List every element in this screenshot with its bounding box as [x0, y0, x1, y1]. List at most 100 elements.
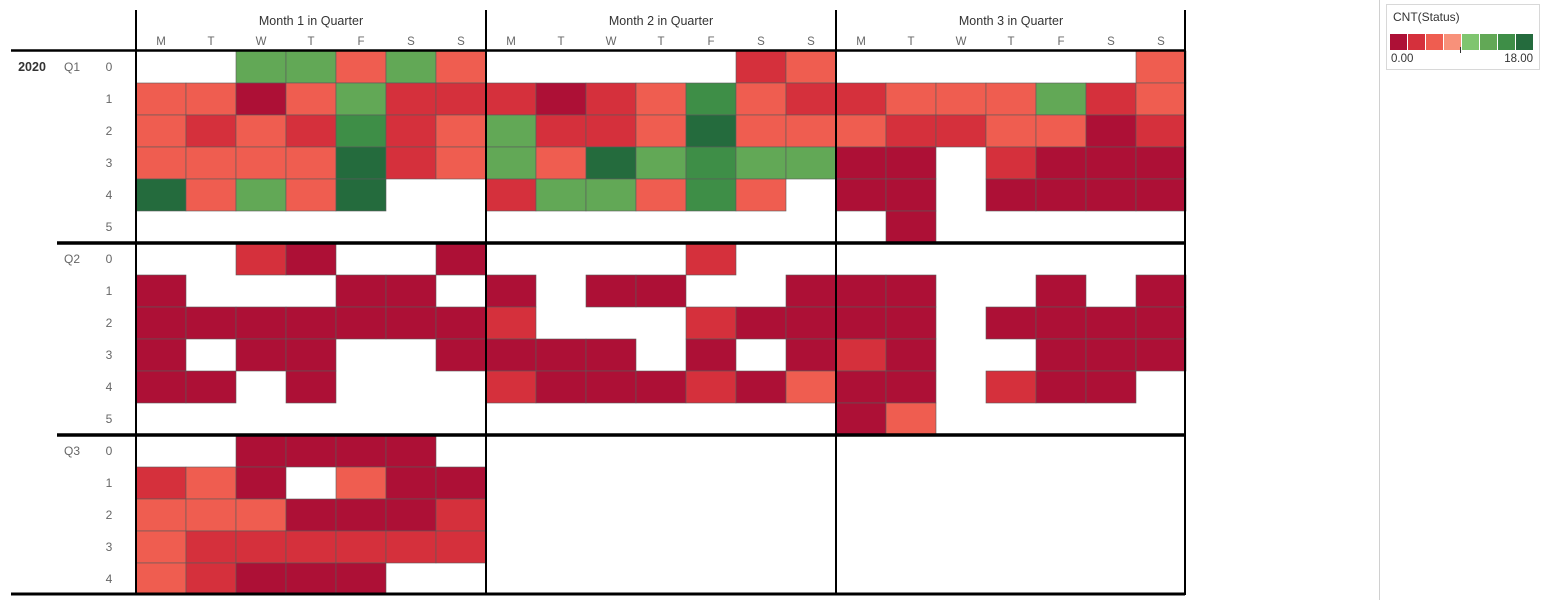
heatmap-cell: [135, 178, 187, 212]
heatmap-cell: [435, 498, 487, 532]
weekday-label: M: [156, 36, 166, 48]
heatmap-cell: [335, 82, 387, 116]
weekday-label: T: [557, 36, 564, 48]
weekday-label: S: [407, 36, 415, 48]
heatmap-cell: [185, 114, 237, 148]
legend-swatch: [1516, 34, 1534, 50]
heatmap-cell: [985, 146, 1037, 180]
heatmap-cell: [485, 306, 537, 340]
heatmap-cell: [485, 370, 537, 404]
heatmap-cell: [285, 562, 337, 596]
heatmap-cell: [585, 82, 637, 116]
color-legend[interactable]: CNT(Status) 0.00 18.00: [1386, 4, 1540, 70]
heatmap-cell: [535, 114, 587, 148]
weekday-label: W: [606, 36, 617, 48]
week-label: 5: [106, 412, 113, 426]
legend-swatch: [1426, 34, 1444, 50]
heatmap-cell: [485, 82, 537, 116]
heatmap-cell: [285, 146, 337, 180]
week-label: 0: [106, 60, 113, 74]
heatmap-cell: [235, 338, 287, 372]
heatmap-cell: [785, 338, 837, 372]
legend-swatch: [1480, 34, 1498, 50]
weekday-label: F: [1057, 36, 1064, 48]
heatmap-cell: [1135, 306, 1187, 340]
heatmap-cell: [185, 178, 237, 212]
heatmap-cell: [185, 370, 237, 404]
legend-swatch: [1390, 34, 1408, 50]
heatmap-cell: [385, 274, 437, 308]
heatmap-cell: [535, 338, 587, 372]
week-label: 1: [106, 476, 113, 490]
heatmap-cell: [1085, 146, 1137, 180]
heatmap-cell: [335, 434, 387, 468]
heatmap-cell: [285, 434, 337, 468]
heatmap-cell: [185, 82, 237, 116]
heatmap-cell: [685, 146, 737, 180]
legend-panel: CNT(Status) 0.00 18.00: [1379, 0, 1545, 600]
heatmap-cell: [135, 530, 187, 564]
heatmap-cell: [135, 82, 187, 116]
heatmap-cell: [385, 114, 437, 148]
heatmap-cell: [785, 370, 837, 404]
heatmap-cell: [335, 274, 387, 308]
weekday-label: T: [657, 36, 664, 48]
heatmap-cell: [485, 146, 537, 180]
heatmap-cell: [685, 114, 737, 148]
heatmap-cell: [885, 402, 937, 436]
heatmap-cell: [985, 82, 1037, 116]
heatmap-cell: [635, 274, 687, 308]
heatmap-cell: [285, 370, 337, 404]
heatmap-cell: [685, 306, 737, 340]
heatmap-cell: [785, 306, 837, 340]
heatmap-cell: [685, 82, 737, 116]
quarter-label: Q2: [64, 252, 80, 266]
heatmap-cell: [235, 434, 287, 468]
heatmap-cell: [735, 306, 787, 340]
weekday-label: T: [207, 36, 214, 48]
heatmap-cell: [135, 498, 187, 532]
heatmap-cell: [235, 82, 287, 116]
heatmap-cell: [135, 274, 187, 308]
heatmap-cell: [385, 434, 437, 468]
legend-marker: [1460, 47, 1461, 53]
heatmap-cell: [1135, 178, 1187, 212]
heatmap-cell: [185, 562, 237, 596]
heatmap-cell: [585, 274, 637, 308]
quarter-label: Q1: [64, 60, 80, 74]
heatmap-cell: [385, 498, 437, 532]
legend-swatch: [1498, 34, 1516, 50]
heatmap-cell: [235, 146, 287, 180]
heatmap-cell: [1135, 82, 1187, 116]
legend-swatch: [1408, 34, 1426, 50]
heatmap-cell: [1085, 82, 1137, 116]
heatmap-cell: [985, 114, 1037, 148]
heatmap-cell: [1135, 274, 1187, 308]
heatmap-cell: [335, 562, 387, 596]
legend-max-label: 18.00: [1504, 53, 1533, 65]
legend-min-label: 0.00: [1391, 53, 1414, 65]
heatmap-cell: [135, 466, 187, 500]
heatmap-cell: [835, 338, 887, 372]
heatmap-cell: [1035, 82, 1087, 116]
heatmap-cell: [285, 498, 337, 532]
heatmap-cell: [135, 562, 187, 596]
heatmap-cell: [385, 146, 437, 180]
heatmap-cell: [735, 50, 787, 84]
heatmap-cell: [1085, 338, 1137, 372]
heatmap-cell: [335, 50, 387, 84]
heatmap-cell: [785, 114, 837, 148]
heatmap-cell: [885, 338, 937, 372]
heatmap-cell: [435, 306, 487, 340]
heatmap-cell: [785, 274, 837, 308]
heatmap-cell: [635, 146, 687, 180]
heatmap-cell: [885, 370, 937, 404]
heatmap-cell: [335, 178, 387, 212]
heatmap-cell: [685, 242, 737, 276]
week-label: 0: [106, 252, 113, 266]
legend-swatch: [1444, 34, 1462, 50]
week-label: 2: [106, 508, 113, 522]
heatmap-cell: [685, 338, 737, 372]
heatmap-cell: [985, 306, 1037, 340]
heatmap-cell: [235, 242, 287, 276]
